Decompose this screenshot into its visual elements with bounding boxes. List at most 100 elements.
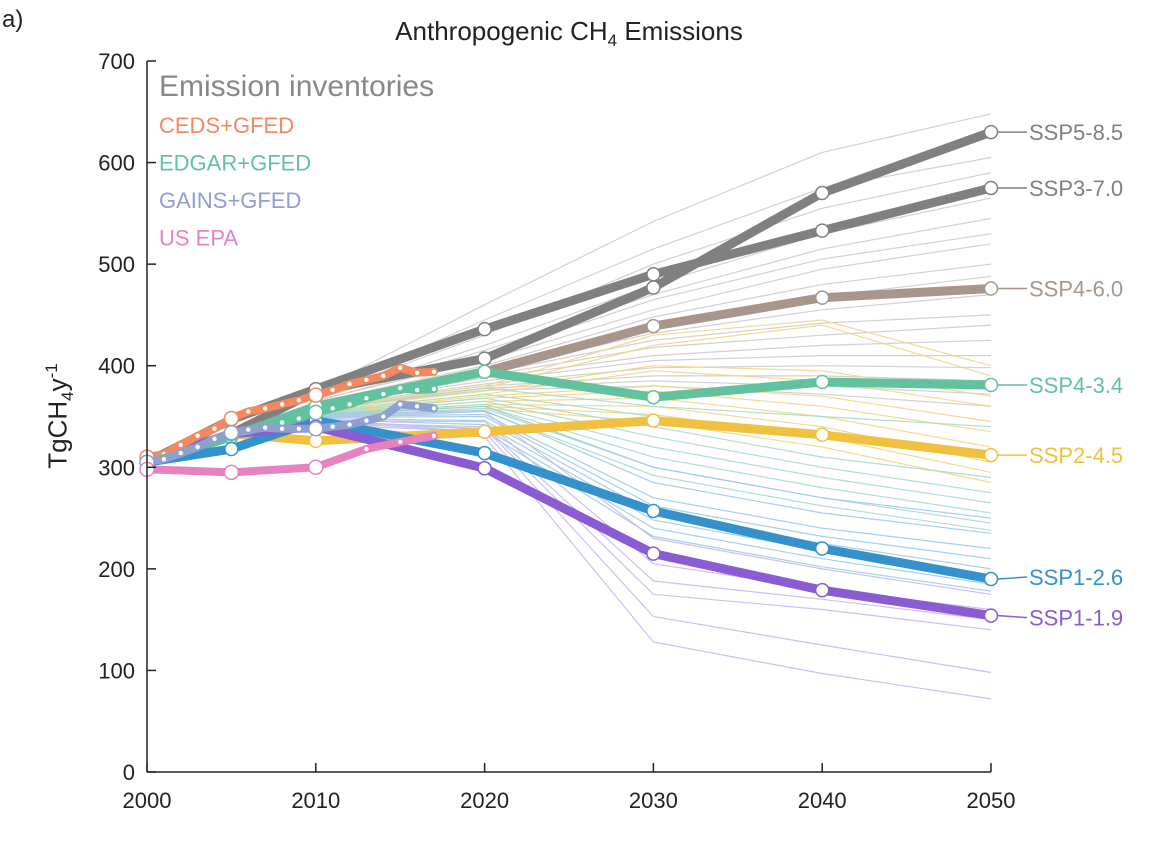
legend-entry-ceds-gfed: CEDS+GFED — [159, 113, 294, 138]
series-point-ssp3-7-0 — [814, 223, 830, 238]
series-point-ssp1-2-6 — [814, 541, 830, 556]
inventory-line-gains-gfed — [143, 400, 438, 467]
background-scenario-line-36 — [315, 410, 992, 531]
inventory-point-gains-gfed — [330, 424, 335, 429]
series-point-ssp3-7-0 — [477, 321, 492, 337]
series-point-ssp2-4-5 — [814, 427, 830, 443]
inventory-point-ceds-gfed — [212, 426, 217, 431]
ssp-label-ssp3-7-0: SSP3-7.0 — [1029, 176, 1123, 201]
inventory-point-ceds-gfed — [347, 381, 352, 387]
background-scenario-line-49 — [315, 424, 992, 674]
inventory-point-gains-gfed — [178, 450, 183, 456]
series-point-ssp1-1-9 — [983, 608, 999, 623]
x-tick-label: 2020 — [460, 788, 509, 813]
inventory-line-us-epa — [143, 431, 438, 477]
x-tick-label: 2030 — [629, 788, 678, 813]
y-tick-label: 0 — [123, 760, 135, 785]
inventory-point-edgar-gfed — [330, 406, 335, 411]
background-scenario-line-8 — [315, 263, 992, 403]
ssp-labels: SSP5-8.5 SSP3-7.0 SSP4-6.0 SSP4-3.4 SSP2-4.5… — [997, 120, 1123, 631]
series-point-ssp2-4-5 — [646, 413, 661, 428]
background-scenario-line-45 — [315, 410, 992, 595]
inventory-point-ceds-gfed — [381, 373, 386, 379]
ssp-label-leader — [997, 576, 1028, 580]
inventory-point-gains-gfed — [223, 425, 240, 441]
series-point-ssp3-7-0 — [983, 180, 999, 196]
series-point-ssp4-6-0 — [646, 318, 661, 334]
chart-title-suffix: Emissions — [617, 16, 743, 46]
ssp-label-ssp5-8-5: SSP5-8.5 — [1029, 120, 1123, 145]
series-point-ssp2-4-5 — [983, 447, 999, 463]
background-scenario-line-48 — [315, 423, 992, 631]
inventory-point-ceds-gfed — [178, 442, 183, 448]
inventory-point-gains-gfed — [398, 402, 403, 407]
inventory-point-us-epa — [364, 446, 369, 452]
legend-entry-edgar-gfed: EDGAR+GFED — [159, 151, 311, 176]
inventory-point-gains-gfed — [414, 404, 420, 409]
series-point-ssp4-3-4 — [983, 377, 999, 393]
background-scenario-line-29 — [315, 387, 992, 428]
chart-title-prefix: Anthropogenic CH — [395, 16, 608, 46]
series-line-ssp1-1-9 — [142, 422, 996, 621]
y-tick-label: 400 — [98, 354, 135, 379]
inventory-point-gains-gfed — [347, 422, 352, 427]
inventory-point-edgar-gfed — [398, 385, 403, 391]
ssp-label-ssp1-2-6: SSP1-2.6 — [1029, 565, 1123, 590]
series-point-ssp5-8-5 — [814, 185, 830, 201]
series-point-ssp5-8-5 — [646, 280, 661, 295]
inventory-point-gains-gfed — [161, 456, 167, 462]
background-scenario-line-39 — [315, 413, 992, 550]
y-tick-label: 300 — [98, 455, 135, 480]
panel-label: a) — [2, 6, 24, 33]
series-point-ssp4-6-0 — [814, 290, 830, 305]
inventory-point-gains-gfed — [296, 426, 302, 431]
inventory-point-ceds-gfed — [364, 377, 369, 383]
inventory-point-edgar-gfed — [279, 420, 285, 425]
background-scenario-line-43 — [315, 420, 992, 585]
series-point-ssp1-1-9 — [477, 461, 492, 476]
series-point-ssp1-1-9 — [646, 546, 661, 561]
background-scenario-line-3 — [315, 172, 992, 397]
background-scenario-line-38 — [315, 409, 992, 534]
ssp-label-ssp2-4-5: SSP2-4.5 — [1029, 443, 1123, 468]
background-scenario-line-23 — [315, 385, 992, 423]
series-point-ssp4-3-4 — [477, 364, 492, 380]
y-tick-label: 200 — [98, 557, 135, 582]
inventory-point-ceds-gfed — [262, 406, 268, 411]
inventory-point-ceds-gfed — [223, 410, 240, 427]
y-tick-label: 600 — [98, 151, 135, 176]
inventory-point-gains-gfed — [246, 427, 251, 432]
ssp-label-ssp4-3-4: SSP4-3.4 — [1029, 373, 1123, 398]
y-tick-label: 500 — [98, 252, 135, 277]
inventory-point-gains-gfed — [381, 414, 386, 419]
series-point-ssp1-2-6 — [983, 571, 999, 587]
inventory-point-edgar-gfed — [431, 386, 437, 392]
inventory-point-us-epa — [308, 459, 324, 476]
series-point-ssp3-7-0 — [646, 267, 661, 282]
x-tick-label: 2050 — [967, 788, 1016, 813]
ssp-label-leader — [997, 614, 1028, 619]
inventory-point-edgar-gfed — [364, 396, 369, 401]
x-tick-label: 2000 — [123, 788, 172, 813]
legend: Emission inventories CEDS+GFED EDGAR+GFED G… — [159, 70, 434, 251]
inventory-lines — [139, 363, 438, 481]
background-scenario-line-47 — [315, 422, 992, 621]
inventory-line-ceds-gfed — [143, 363, 438, 462]
ssp-label-ssp4-6-0: SSP4-6.0 — [1029, 277, 1123, 302]
inventory-point-gains-gfed — [364, 418, 369, 423]
inventory-point-gains-gfed — [212, 436, 217, 442]
y-tick-label: 100 — [98, 658, 135, 683]
series-point-ssp5-8-5 — [477, 351, 492, 366]
background-scenario-line-1 — [315, 113, 992, 392]
legend-entry-gains-gfed: GAINS+GFED — [159, 188, 301, 213]
series-point-ssp1-1-9 — [814, 582, 830, 598]
series-point-ssp1-2-6 — [646, 503, 661, 519]
series-point-ssp4-6-0 — [983, 281, 999, 296]
inventory-point-us-epa — [398, 439, 403, 445]
inventory-point-edgar-gfed — [308, 404, 324, 421]
background-scenario-line-19 — [315, 319, 992, 409]
inventory-point-edgar-gfed — [296, 416, 302, 421]
chart-title-subscript: 4 — [607, 31, 618, 51]
series-point-ssp4-3-4 — [814, 374, 830, 390]
